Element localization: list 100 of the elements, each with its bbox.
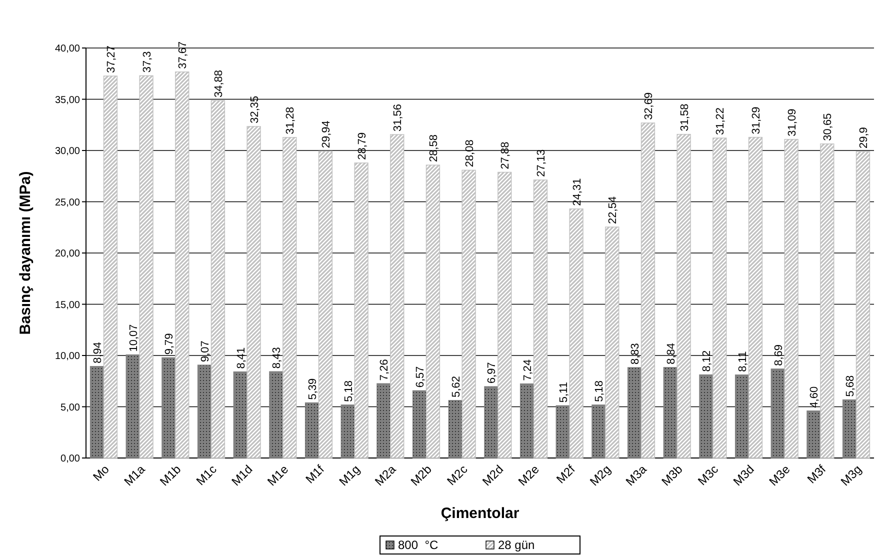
y-tick-label: 40,00: [54, 44, 80, 54]
data-label: 32,69: [642, 92, 655, 120]
y-tick-label: 20,00: [54, 248, 80, 260]
legend-label: 800 °C: [398, 538, 438, 552]
bar: [842, 399, 857, 458]
data-label: 10,07: [128, 324, 140, 352]
data-label: 5,18: [594, 380, 606, 402]
data-label: 27,13: [535, 149, 548, 177]
bar: [412, 390, 427, 458]
x-tick-label: M2f: [554, 462, 578, 486]
y-tick-label: 30,00: [54, 146, 80, 157]
data-label: 28,08: [464, 140, 476, 168]
x-tick-label: M1c: [193, 462, 220, 488]
bar: [354, 162, 368, 458]
bar: [304, 402, 320, 458]
x-tick-label: M1f: [302, 462, 328, 486]
data-label: 8,12: [701, 350, 714, 372]
bar: [676, 134, 691, 458]
data-label: 30,65: [822, 113, 834, 141]
data-label: 37,27: [105, 45, 118, 73]
x-tick-label: Mo: [90, 462, 112, 484]
data-label: 8,83: [630, 343, 642, 364]
y-tick-label: 0,00: [60, 454, 80, 464]
data-label: 8,94: [92, 342, 104, 364]
y-tick-label: 35,00: [54, 94, 80, 106]
data-label: 6,97: [486, 362, 498, 384]
bar: [712, 138, 727, 458]
data-label: 31,56: [392, 104, 404, 132]
x-tick-label: M3c: [695, 462, 722, 488]
x-axis-title: Çimentolar: [440, 505, 520, 522]
bar: [770, 368, 785, 458]
data-label: 9,79: [164, 333, 176, 355]
data-label: 8,69: [772, 344, 785, 366]
data-label: 9,07: [200, 340, 212, 362]
bar: [318, 150, 333, 458]
bar: [210, 100, 226, 458]
x-tick-label: M2c: [444, 462, 470, 488]
x-tick-label: M2e: [515, 462, 542, 489]
bar: [126, 354, 140, 458]
x-tick-label: M1e: [264, 462, 292, 489]
bar: [462, 170, 476, 458]
bar: [448, 400, 462, 458]
data-label: 4,60: [808, 386, 821, 408]
data-label: 7,26: [378, 359, 391, 381]
bar: [390, 134, 404, 458]
data-label: 31,28: [284, 106, 297, 134]
data-label: 8,84: [665, 342, 678, 364]
bar: [426, 164, 440, 458]
data-label: 32,35: [248, 96, 261, 124]
y-tick-label: 25,00: [54, 197, 80, 208]
x-tick-label: M1b: [157, 462, 184, 489]
x-tick-label: M3e: [766, 462, 793, 489]
data-label: 8,43: [271, 347, 284, 369]
data-label: 5,18: [342, 380, 355, 402]
bar: [605, 226, 620, 458]
y-axis-title: Basınç dayanımı (MPa): [17, 171, 34, 335]
data-label: 34,88: [212, 70, 225, 98]
data-label: 8,11: [737, 351, 750, 372]
data-label: 5,11: [558, 382, 570, 403]
bar: [233, 371, 248, 458]
data-label: 5,62: [450, 376, 462, 398]
bar: [699, 374, 714, 458]
bar: [376, 383, 391, 458]
data-label: 6,57: [414, 366, 427, 388]
y-tick-label: 5,00: [60, 402, 80, 414]
data-label: 31,29: [750, 106, 762, 134]
data-label: 27,88: [500, 142, 512, 170]
data-label: 31,58: [678, 104, 691, 132]
y-tick-label: 15,00: [54, 300, 80, 311]
bar: [592, 404, 606, 458]
data-label: 7,24: [522, 359, 534, 381]
bar: [103, 76, 118, 458]
bar: [533, 180, 548, 458]
bar: [748, 136, 763, 458]
bar: [569, 208, 584, 458]
bar: [282, 137, 297, 458]
bar: [820, 143, 834, 458]
legend-label: 28 gün: [498, 538, 535, 552]
y-tick-label: 10,00: [54, 351, 80, 362]
bar: [627, 367, 642, 458]
data-label: 24,31: [571, 178, 584, 206]
data-label: 8,41: [235, 347, 248, 369]
x-tick-label: M1g: [336, 462, 363, 489]
bar: [90, 366, 104, 458]
data-label: 31,09: [786, 108, 798, 136]
bar: [197, 364, 212, 458]
data-label: 5,39: [307, 378, 320, 400]
x-tick-label: M3b: [658, 462, 686, 489]
bar: [498, 172, 512, 458]
bar: [856, 151, 870, 458]
x-tick-label: M2a: [372, 462, 399, 489]
bar: [640, 122, 656, 458]
bar: [784, 138, 798, 458]
bar: [246, 126, 261, 458]
bar: [484, 386, 498, 458]
x-tick-label: M1a: [121, 462, 148, 489]
x-tick-label: M3f: [804, 462, 830, 486]
x-tick-label: M3a: [622, 462, 650, 489]
bar: [520, 383, 534, 458]
x-tick-label: M2g: [587, 462, 614, 489]
